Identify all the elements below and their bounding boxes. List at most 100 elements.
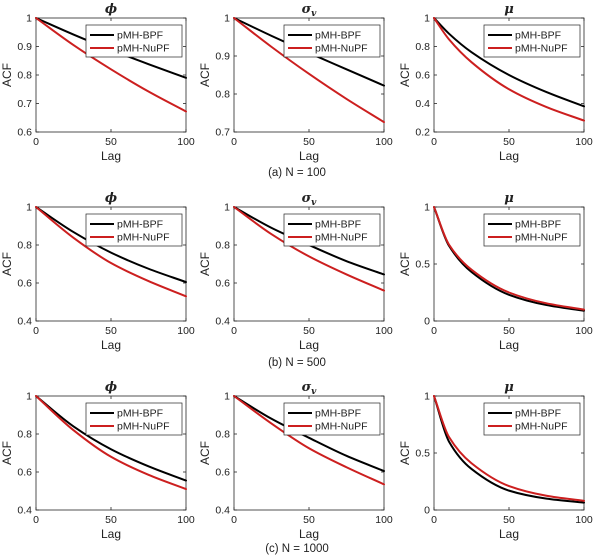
x-tick-label: 100 xyxy=(375,514,393,526)
legend-entry: pMH-NuPF xyxy=(515,232,568,244)
x-axis-label: Lag xyxy=(499,527,519,541)
legend-entry: pMH-BPF xyxy=(515,408,561,420)
x-tick-label: 100 xyxy=(375,136,393,148)
series-line-pmh-bpf xyxy=(433,17,585,108)
chart-title: ϕ xyxy=(105,2,117,17)
chart-title: ϕ xyxy=(105,380,117,395)
panel-caption: (c) N = 1000 xyxy=(265,543,329,555)
legend-box xyxy=(85,24,183,58)
y-tick-label: 0.5 xyxy=(415,448,430,460)
legend-entry: pMH-BPF xyxy=(117,408,163,420)
y-tick-label: 0.4 xyxy=(215,316,230,328)
x-tick-label: 0 xyxy=(33,325,39,337)
acf-chart: 0 50 100 0.2 0.4 0.6 0.8 1 Lag ACF μ pMH-BPFpMH-NuP… xyxy=(398,2,593,163)
x-tick-label: 0 xyxy=(33,136,39,148)
y-tick-label: 0.4 xyxy=(215,505,230,517)
y-tick-label: 0.6 xyxy=(17,127,32,139)
x-axis-label: Lag xyxy=(101,527,121,541)
y-tick-label: 0.7 xyxy=(215,127,230,139)
x-tick-label: 0 xyxy=(431,514,437,526)
y-tick-label: 0.4 xyxy=(415,98,430,110)
y-tick-label: 0 xyxy=(424,316,430,328)
legend-box xyxy=(483,24,581,58)
legend-box xyxy=(85,213,183,247)
y-axis-label: ACF xyxy=(0,252,14,276)
x-tick-label: 0 xyxy=(431,136,437,148)
y-tick-label: 0.9 xyxy=(17,41,32,53)
y-tick-label: 0.9 xyxy=(215,51,230,63)
legend-entry: pMH-NuPF xyxy=(117,43,170,55)
y-tick-label: 1 xyxy=(26,13,32,25)
legend-entry: pMH-NuPF xyxy=(117,421,170,433)
y-axis-label: ACF xyxy=(198,441,212,465)
legend-entry: pMH-BPF xyxy=(315,30,361,42)
series-line-pmh-nupf xyxy=(433,395,585,502)
x-tick-label: 100 xyxy=(375,325,393,337)
x-axis-label: Lag xyxy=(299,338,319,352)
y-tick-label: 0.7 xyxy=(17,98,32,110)
y-axis-label: ACF xyxy=(398,63,412,87)
legend-box xyxy=(283,213,381,247)
y-tick-label: 0.8 xyxy=(17,70,32,82)
x-tick-label: 100 xyxy=(575,514,593,526)
x-tick-label: 50 xyxy=(503,325,515,337)
chart-title: μ xyxy=(504,380,514,395)
legend-box xyxy=(483,402,581,436)
y-tick-label: 0.8 xyxy=(17,240,32,252)
series-line-pmh-nupf xyxy=(233,395,385,486)
legend-entry: pMH-NuPF xyxy=(315,232,368,244)
chart-title: σv xyxy=(302,380,318,397)
y-tick-label: 0.6 xyxy=(17,278,32,290)
x-axis-label: Lag xyxy=(299,149,319,163)
y-axis-label: ACF xyxy=(0,441,14,465)
panel-caption: (b) N = 500 xyxy=(268,357,326,369)
y-tick-label: 1 xyxy=(224,391,230,403)
y-tick-label: 0.8 xyxy=(415,41,430,53)
x-tick-label: 0 xyxy=(33,514,39,526)
x-tick-label: 0 xyxy=(231,514,237,526)
y-tick-label: 0.8 xyxy=(17,429,32,441)
legend-entry: pMH-BPF xyxy=(117,219,163,231)
x-tick-label: 50 xyxy=(105,136,117,148)
legend-entry: pMH-BPF xyxy=(315,219,361,231)
series-line-pmh-bpf xyxy=(433,395,585,504)
legend-box xyxy=(283,24,381,58)
legend-entry: pMH-BPF xyxy=(315,408,361,420)
y-axis-label: ACF xyxy=(398,441,412,465)
x-axis-label: Lag xyxy=(499,338,519,352)
y-axis-label: ACF xyxy=(198,63,212,87)
series-line-pmh-nupf xyxy=(35,395,187,491)
x-tick-label: 0 xyxy=(231,136,237,148)
y-tick-label: 1 xyxy=(224,13,230,25)
y-tick-label: 0.8 xyxy=(215,429,230,441)
legend-entry: pMH-BPF xyxy=(515,30,561,42)
x-tick-label: 50 xyxy=(105,325,117,337)
x-tick-label: 50 xyxy=(303,325,315,337)
y-tick-label: 0.6 xyxy=(17,467,32,479)
x-tick-label: 0 xyxy=(431,325,437,337)
x-axis-label: Lag xyxy=(101,149,121,163)
x-axis-label: Lag xyxy=(499,149,519,163)
y-tick-label: 1 xyxy=(26,391,32,403)
x-tick-label: 50 xyxy=(303,136,315,148)
series-line-pmh-nupf xyxy=(35,17,187,113)
y-axis-label: ACF xyxy=(198,252,212,276)
y-axis-label: ACF xyxy=(398,252,412,276)
y-tick-label: 1 xyxy=(224,202,230,214)
y-tick-label: 0 xyxy=(424,505,430,517)
y-tick-label: 1 xyxy=(424,13,430,25)
y-axis-label: ACF xyxy=(0,63,14,87)
legend-box xyxy=(483,213,581,247)
y-tick-label: 0.4 xyxy=(17,505,32,517)
